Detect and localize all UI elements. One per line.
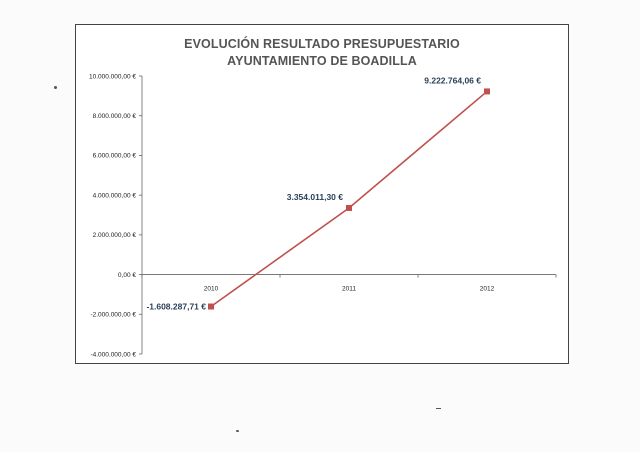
data-point xyxy=(346,204,352,211)
scan-speck xyxy=(54,86,57,89)
chart-title: EVOLUCIÓN RESULTADO PRESUPUESTARIO AYUNT… xyxy=(76,36,568,70)
scan-speck xyxy=(436,408,441,409)
data-point xyxy=(208,303,214,310)
y-tick-label: -4.000.000,00 € xyxy=(90,351,136,358)
y-tick-label: 10.000.000,00 € xyxy=(89,73,136,80)
chart-title-line-1: EVOLUCIÓN RESULTADO PRESUPUESTARIO xyxy=(184,37,460,51)
y-tick-label: 4.000.000,00 € xyxy=(93,192,137,199)
data-label: 9.222.764,06 € xyxy=(424,75,481,85)
x-tick-label: 2012 xyxy=(480,286,495,293)
y-tick-label: 8.000.000,00 € xyxy=(93,113,137,120)
x-tick-label: 2010 xyxy=(204,286,219,293)
x-tick-label: 2011 xyxy=(342,286,356,293)
y-tick-label: 2.000.000,00 € xyxy=(93,232,137,239)
y-tick-label: 6.000.000,00 € xyxy=(93,153,137,160)
y-tick-label: 0,00 € xyxy=(118,272,136,279)
chart-frame: EVOLUCIÓN RESULTADO PRESUPUESTARIO AYUNT… xyxy=(75,24,569,364)
line-chart: -4.000.000,00 € -2.000.000,00 € 0,00 € 2.00… xyxy=(89,73,557,358)
data-label: -1.608.287,71 € xyxy=(146,302,206,312)
data-label: 3.354.011,30 € xyxy=(287,192,344,202)
y-tick-label: -2.000.000,00 € xyxy=(90,312,136,319)
data-point xyxy=(484,88,490,95)
chart-title-line-2: AYUNTAMIENTO DE BOADILLA xyxy=(227,54,417,68)
scan-speck xyxy=(236,430,239,432)
